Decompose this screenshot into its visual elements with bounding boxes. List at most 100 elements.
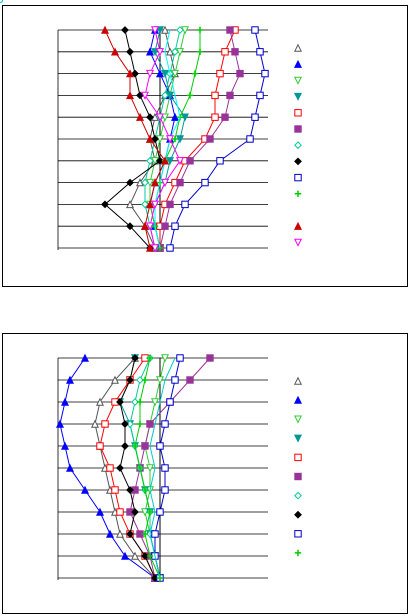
data-point [65,375,75,384]
data-point [95,507,105,516]
data-point [161,464,169,472]
data-point [126,178,134,187]
data-point [160,156,170,165]
data-point [136,376,144,384]
data-point [80,353,90,362]
data-point [155,69,165,78]
data-point [126,486,134,494]
data-point [60,397,70,406]
data-point [251,113,259,121]
legend-marker [294,510,302,519]
data-point [106,464,114,472]
data-point [141,376,149,384]
data-point [256,48,264,56]
data-point [221,113,229,121]
data-point [150,398,160,407]
data-point [155,48,165,57]
data-point [131,69,139,78]
data-point [211,91,219,100]
data-point [196,26,204,34]
data-point [121,420,129,428]
data-point [181,200,189,209]
data-point [176,178,184,187]
chart-frame [2,5,408,287]
data-point [146,354,154,362]
data-point [206,354,214,362]
data-point [171,222,179,230]
legend-marker [293,43,303,52]
data-point [160,178,170,187]
data-point [131,398,139,406]
legend-marker [293,395,303,404]
data-point [165,157,175,166]
legend-marker [294,125,302,133]
data-point [166,244,174,252]
data-point [105,529,115,538]
data-point [141,530,149,538]
data-point [136,420,144,428]
data-point [121,442,129,450]
data-point [156,508,164,516]
data-point [150,178,160,187]
data-point [126,420,134,428]
data-point [126,222,134,231]
data-point [116,398,124,406]
data-point [116,508,124,516]
data-point [176,354,184,362]
data-point [171,376,179,384]
legend-marker [294,190,302,197]
data-point [120,551,130,560]
data-point [115,529,125,538]
data-point [150,244,160,253]
data-point [256,91,264,100]
data-point [156,156,164,165]
legend-marker [294,141,302,150]
data-point [145,134,155,143]
legend-marker [294,530,302,538]
legend-marker [294,472,302,481]
data-point [146,508,154,516]
data-point [130,551,140,560]
data-point [101,420,109,428]
data-point [145,200,155,209]
data-point [186,157,194,165]
data-point [180,113,190,122]
data-point [110,47,120,56]
data-point [161,486,169,494]
data-point [161,91,169,100]
legend-marker [294,453,302,462]
data-point [131,354,139,362]
data-point [186,376,194,384]
data-point [136,91,144,100]
data-point [80,485,90,494]
data-point [141,200,149,209]
legend-marker [293,434,303,443]
data-point [146,552,154,560]
data-point [155,376,165,385]
data-point [141,552,149,560]
data-point [55,419,65,428]
data-point [126,530,134,538]
data-point [90,419,100,428]
data-point [211,113,219,121]
data-point [101,200,109,209]
data-point [126,376,134,384]
data-point [65,463,75,472]
data-point [141,486,149,494]
data-point [161,420,169,428]
data-point [136,398,144,406]
data-point [145,222,155,231]
data-point [146,156,154,165]
series-line [149,357,176,579]
data-point [165,135,175,144]
legend-marker [293,415,303,424]
legend-marker [0,0,4,4]
data-point [175,135,185,144]
data-point [160,354,170,363]
legend-marker [293,221,303,230]
legend-marker [294,109,302,117]
data-point [125,91,135,100]
legend-marker [294,173,302,182]
